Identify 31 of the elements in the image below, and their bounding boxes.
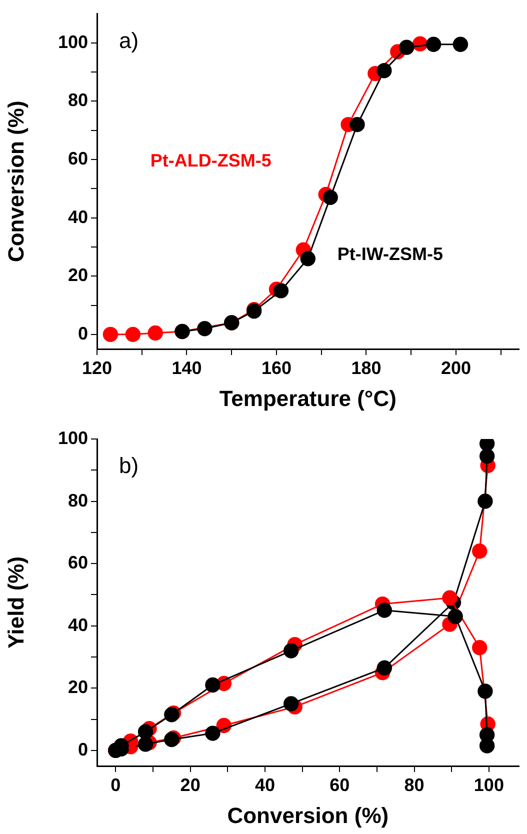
y-axis-title: Yield (%): [3, 556, 28, 649]
x-tick-label: 200: [440, 358, 471, 378]
x-tick-label: 20: [180, 774, 200, 795]
x-axis-title: Conversion (%): [227, 802, 389, 828]
x-tick-label: 180: [351, 358, 382, 378]
y-tick-label: 60: [68, 148, 88, 169]
series-label: Pt-IW-ZSM-5: [337, 244, 444, 264]
y-tick-label: 20: [68, 677, 88, 698]
y-tick-label: 60: [68, 552, 88, 573]
y-tick-label: 100: [58, 32, 88, 52]
y-tick-label: 80: [68, 90, 88, 110]
x-axis-title: Temperature (°C): [219, 386, 396, 411]
y-tick-label: 80: [68, 490, 88, 510]
y-tick-label: 0: [78, 739, 88, 760]
annotation: b): [119, 453, 139, 478]
x-tick-label: 100: [474, 774, 504, 795]
y-tick-label: 40: [68, 206, 88, 227]
y-tick-label: 100: [58, 428, 88, 448]
x-tick-label: 140: [172, 358, 202, 378]
x-tick-label: 120: [82, 358, 112, 378]
x-tick-label: 80: [404, 774, 424, 795]
x-tick-label: 60: [330, 774, 350, 795]
x-tick-label: 40: [254, 774, 275, 795]
x-tick-label: 160: [261, 358, 292, 378]
x-tick-label: 0: [110, 774, 121, 795]
y-tick-label: 40: [68, 614, 88, 635]
y-axis-title: Conversion (%): [3, 100, 28, 262]
text: Pt-ALD-ZSM-5: [150, 150, 272, 170]
y-tick-label: 0: [78, 323, 88, 344]
annotation: a): [119, 28, 139, 53]
y-tick-label: 20: [68, 265, 88, 286]
